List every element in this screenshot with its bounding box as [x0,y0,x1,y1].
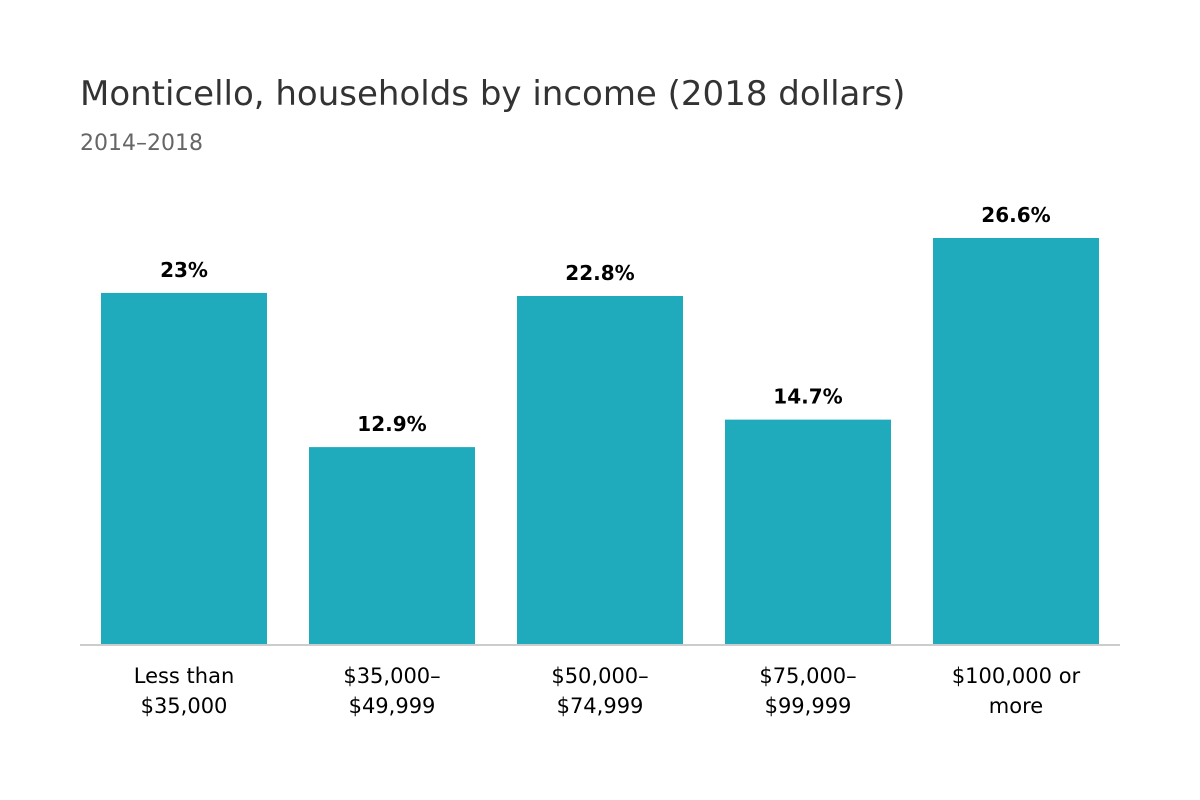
bar-1 [309,447,475,644]
category-label-line: $74,999 [557,694,644,718]
category-label-line: $50,000– [551,664,648,688]
value-label-1: 12.9% [357,412,426,436]
value-label-2: 22.8% [565,261,634,285]
category-labels-group: Less than $35,000$35,000– $49,999$50,000– $… [134,664,1081,718]
bar-2 [517,296,683,644]
category-label-line: $99,999 [765,694,852,718]
category-label-3: $75,000– $99,999 [759,664,856,718]
category-label-0: Less than $35,000 [134,664,235,718]
category-label-line: $35,000 [141,694,228,718]
category-label-line: more [989,694,1043,718]
category-label-1: $35,000– $49,999 [343,664,440,718]
category-label-line: Less than [134,664,235,688]
category-label-line: $75,000– [759,664,856,688]
chart-subtitle: 2014–2018 [80,131,203,156]
bars-group [101,238,1099,644]
bar-3 [725,419,891,644]
bar-4 [933,238,1099,644]
category-label-line: $49,999 [349,694,436,718]
category-label-4: $100,000 or more [952,664,1081,718]
category-label-2: $50,000– $74,999 [551,664,648,718]
value-label-0: 23% [160,258,208,282]
chart-title: Monticello, households by income (2018 d… [80,74,906,114]
value-label-3: 14.7% [773,385,842,409]
value-labels-group: 23% 12.9% 22.8% 14.7% 26.6% [160,203,1051,436]
value-label-4: 26.6% [981,203,1050,227]
category-label-line: $35,000– [343,664,440,688]
bar-0 [101,292,267,644]
category-label-line: $100,000 or [952,664,1081,688]
